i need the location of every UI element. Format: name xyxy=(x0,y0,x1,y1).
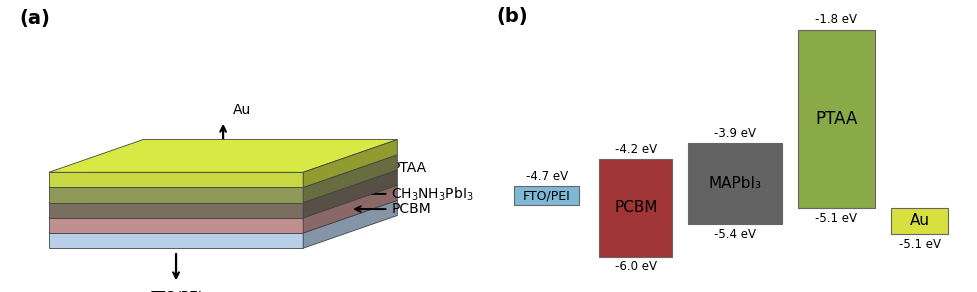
Text: PTAA: PTAA xyxy=(815,110,857,128)
Text: -6.0 eV: -6.0 eV xyxy=(615,260,657,273)
Text: FTO/PEI: FTO/PEI xyxy=(522,190,570,202)
Text: PCBM: PCBM xyxy=(355,202,431,216)
Text: -5.1 eV: -5.1 eV xyxy=(815,212,857,225)
Polygon shape xyxy=(303,200,397,248)
Text: -1.8 eV: -1.8 eV xyxy=(815,13,857,26)
Text: -5.1 eV: -5.1 eV xyxy=(898,238,940,251)
Polygon shape xyxy=(49,155,397,187)
Polygon shape xyxy=(49,200,397,233)
Text: -3.9 eV: -3.9 eV xyxy=(713,126,755,140)
Polygon shape xyxy=(49,185,397,218)
Bar xyxy=(797,30,874,208)
Text: -4.7 eV: -4.7 eV xyxy=(525,170,567,183)
Text: -4.2 eV: -4.2 eV xyxy=(615,143,657,156)
Bar xyxy=(514,186,578,205)
Text: (b): (b) xyxy=(495,8,528,27)
Text: PTAA: PTAA xyxy=(360,161,426,180)
Polygon shape xyxy=(49,172,303,187)
Polygon shape xyxy=(49,140,397,172)
Polygon shape xyxy=(49,218,303,233)
Text: -5.4 eV: -5.4 eV xyxy=(713,228,755,241)
Text: Au: Au xyxy=(233,102,251,117)
Polygon shape xyxy=(303,170,397,218)
Text: PCBM: PCBM xyxy=(614,201,657,215)
Polygon shape xyxy=(49,170,397,203)
Bar xyxy=(688,143,781,224)
Polygon shape xyxy=(303,185,397,233)
Text: (a): (a) xyxy=(20,9,51,28)
Polygon shape xyxy=(303,155,397,203)
Text: FTO/PEI: FTO/PEI xyxy=(149,289,202,292)
Polygon shape xyxy=(49,203,303,218)
Text: CH$_3$NH$_3$PbI$_3$: CH$_3$NH$_3$PbI$_3$ xyxy=(355,185,474,203)
Text: MAPbI₃: MAPbI₃ xyxy=(708,176,761,191)
Polygon shape xyxy=(49,233,303,248)
Polygon shape xyxy=(49,187,303,203)
Polygon shape xyxy=(303,140,397,187)
Bar xyxy=(890,208,947,234)
Text: Au: Au xyxy=(909,213,928,228)
Bar xyxy=(599,159,671,256)
